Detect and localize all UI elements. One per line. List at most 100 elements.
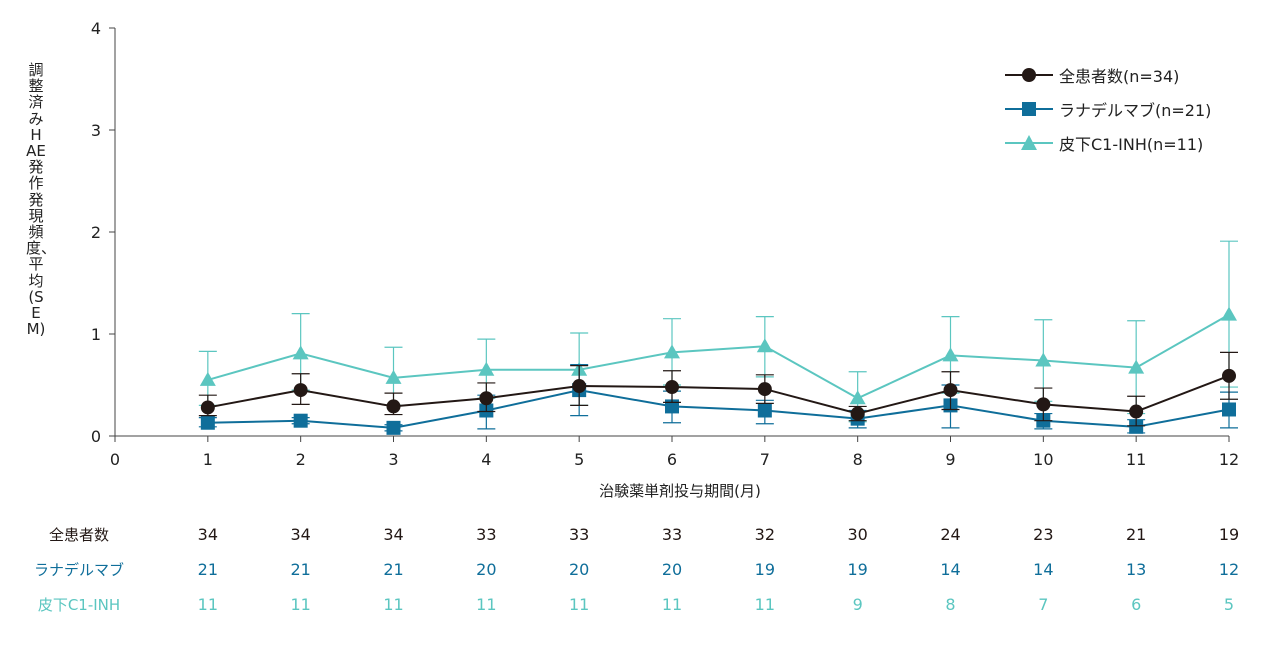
count-cell: 14 — [1033, 560, 1054, 579]
circle-marker-icon — [1005, 68, 1053, 82]
count-cell: 11 — [290, 595, 311, 614]
x-tick-label: 4 — [481, 450, 491, 469]
count-cell: 13 — [1125, 560, 1147, 579]
data-point — [478, 361, 495, 376]
counts-row-c1inh: 皮下C1-INH 11 11 11 11 11 11 11 9 8 7 6 5 — [0, 593, 1280, 617]
count-cell: 23 — [1033, 525, 1054, 544]
y-axis-label: 調整済みHAE発作発現頻度、平均(SEM) — [26, 61, 57, 339]
count-cell: 5 — [1223, 595, 1235, 614]
data-point — [757, 382, 772, 397]
counts-row-all: 全患者数 34 34 34 33 33 33 32 30 24 23 21 19 — [0, 523, 1280, 547]
count-cell: 11 — [383, 595, 404, 614]
count-cell: 21 — [1125, 525, 1147, 544]
count-cell: 33 — [661, 525, 683, 544]
data-point — [293, 413, 308, 428]
data-point — [199, 371, 216, 386]
counts-row-label: 皮下C1-INH — [37, 596, 121, 614]
y-tick-label: 0 — [91, 427, 101, 446]
series-line — [207, 374, 1230, 415]
data-point — [665, 380, 679, 395]
legend-item-c1inh: 皮下C1-INH(n=11) — [1005, 126, 1211, 160]
count-cell: 20 — [568, 560, 590, 579]
x-tick-label: 6 — [667, 450, 677, 469]
data-point — [943, 383, 958, 398]
data-point — [756, 338, 773, 353]
x-tick-label: 12 — [1219, 450, 1239, 469]
counts-row-lanadelumab: ラナデルマブ 21 21 21 20 20 20 19 19 14 14 13 12 — [0, 558, 1280, 582]
patient-counts-table: 全患者数 34 34 34 33 33 33 32 30 24 23 21 19 ラナデルマブ 21 2… — [0, 520, 1280, 620]
count-cell: 20 — [661, 560, 683, 579]
count-cell: 30 — [847, 525, 868, 544]
count-cell: 14 — [940, 560, 961, 579]
count-cell: 21 — [290, 560, 311, 579]
data-point — [1035, 352, 1052, 367]
data-point — [1221, 306, 1237, 321]
legend-item-lanadelumab: ラナデルマブ(n=21) — [1005, 92, 1211, 126]
square-marker-icon — [1005, 102, 1053, 116]
data-point — [757, 403, 772, 418]
count-cell: 34 — [197, 525, 218, 544]
x-tick-label: 8 — [853, 450, 863, 469]
data-point — [942, 347, 959, 362]
data-point — [292, 345, 309, 360]
count-cell: 19 — [847, 560, 868, 579]
data-point — [293, 383, 308, 398]
count-cell: 19 — [754, 560, 775, 579]
x-tick-label: 5 — [574, 450, 584, 469]
data-point — [200, 415, 215, 430]
x-axis-label: 治験薬単剤投与期間(月) — [599, 482, 761, 500]
count-cell: 8 — [945, 595, 956, 614]
data-point — [1129, 404, 1144, 419]
x-tick-label: 2 — [296, 450, 306, 469]
data-point — [200, 400, 215, 415]
x-tick-label: 1 — [203, 450, 213, 469]
count-cell: 33 — [476, 525, 497, 544]
count-cell: 24 — [940, 525, 961, 544]
count-cell: 20 — [476, 560, 497, 579]
count-cell: 34 — [290, 525, 311, 544]
triangle-marker-icon — [1005, 135, 1053, 150]
count-cell: 6 — [1131, 595, 1142, 614]
counts-row-label: 全患者数 — [48, 526, 109, 544]
count-cell: 32 — [754, 525, 775, 544]
x-tick-label: 10 — [1033, 450, 1053, 469]
data-point — [849, 390, 866, 405]
data-point — [385, 369, 402, 384]
count-cell: 11 — [197, 595, 218, 614]
count-cell: 19 — [1218, 525, 1240, 544]
count-cell: 33 — [568, 525, 590, 544]
legend-label-c1inh: 皮下C1-INH(n=11) — [1059, 135, 1204, 154]
count-cell: 21 — [197, 560, 218, 579]
count-cell: 11 — [568, 595, 590, 614]
y-tick-label: 1 — [91, 325, 101, 344]
data-point — [850, 406, 865, 421]
data-point — [1129, 419, 1144, 434]
count-cell: 34 — [383, 525, 404, 544]
data-point — [386, 420, 401, 435]
data-point — [1222, 368, 1236, 383]
counts-row-label: ラナデルマブ — [33, 561, 124, 579]
x-tick-label: 7 — [760, 450, 770, 469]
series-line — [207, 389, 1230, 429]
data-point — [386, 399, 401, 414]
count-cell: 7 — [1038, 595, 1049, 614]
data-point — [572, 379, 587, 394]
y-tick-label: 2 — [91, 223, 101, 242]
count-cell: 12 — [1218, 560, 1240, 579]
count-cell: 21 — [383, 560, 404, 579]
legend-item-all: 全患者数(n=34) — [1005, 58, 1211, 92]
x-tick-label: 3 — [388, 450, 398, 469]
x-tick-label: 11 — [1126, 450, 1146, 469]
x-tick-label: 0 — [110, 450, 120, 469]
y-tick-label: 4 — [91, 19, 101, 38]
count-cell: 9 — [852, 595, 863, 614]
count-cell: 11 — [476, 595, 497, 614]
legend-label-lanadelumab: ラナデルマブ(n=21) — [1059, 101, 1212, 120]
y-tick-label: 3 — [91, 121, 101, 140]
legend-label-all: 全患者数(n=34) — [1059, 67, 1180, 86]
data-point — [1036, 397, 1051, 412]
count-cell: 11 — [661, 595, 683, 614]
series-line — [207, 313, 1230, 400]
count-cell: 11 — [754, 595, 775, 614]
